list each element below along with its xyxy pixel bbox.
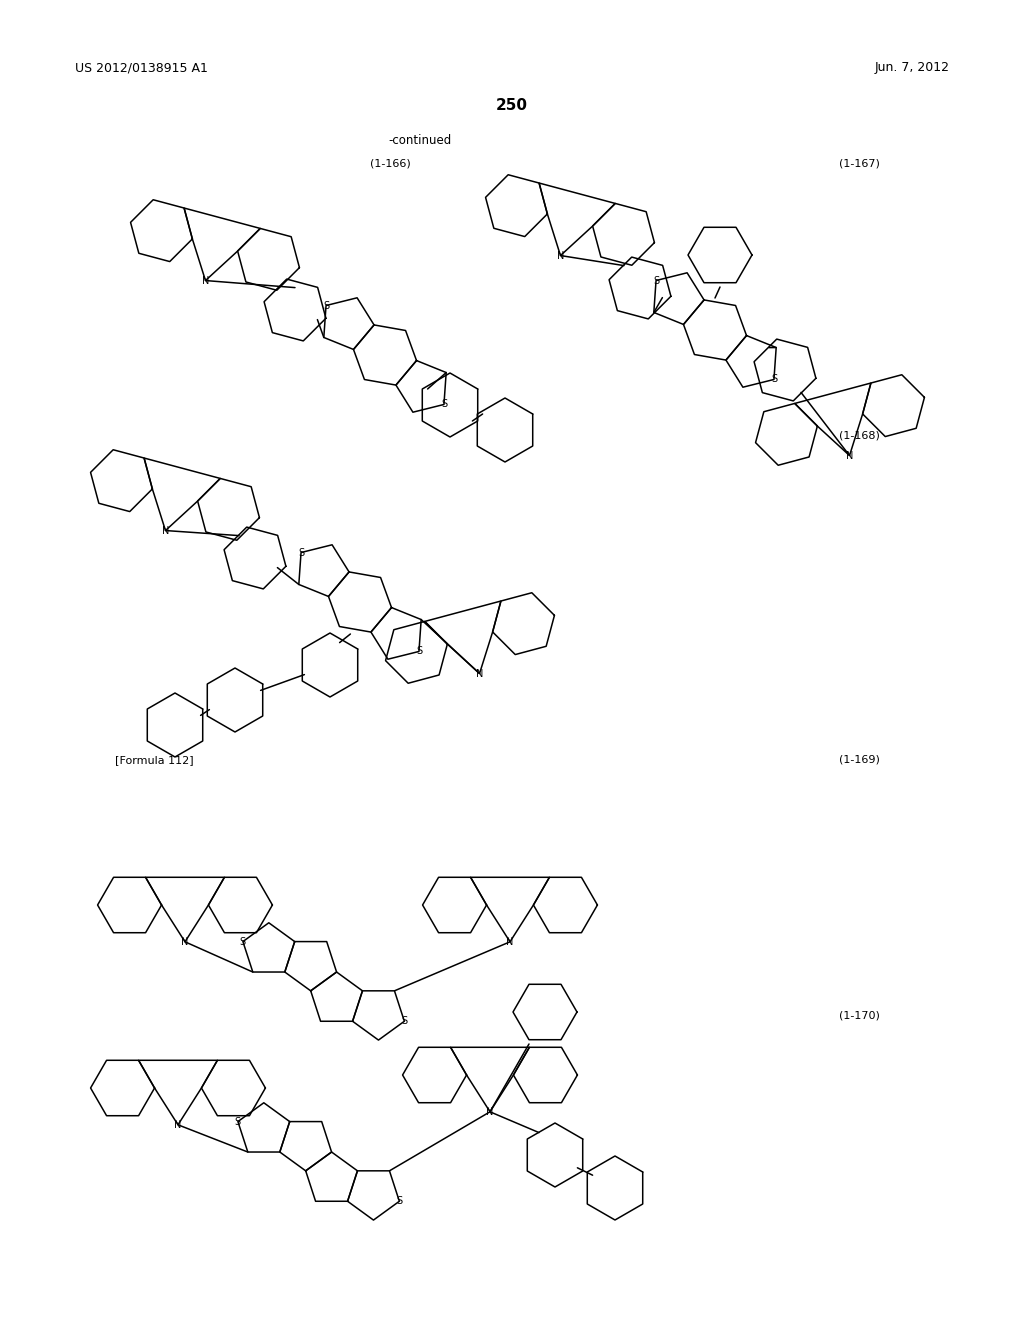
Text: N: N <box>162 525 169 536</box>
Text: N: N <box>476 668 483 678</box>
Text: (1-168): (1-168) <box>839 430 880 440</box>
Text: Jun. 7, 2012: Jun. 7, 2012 <box>874 62 950 74</box>
Text: S: S <box>298 548 304 557</box>
Text: N: N <box>202 276 209 285</box>
Text: S: S <box>771 375 777 384</box>
Text: US 2012/0138915 A1: US 2012/0138915 A1 <box>75 62 208 74</box>
Text: S: S <box>396 1196 402 1206</box>
Text: N: N <box>181 937 188 946</box>
Text: (1-170): (1-170) <box>839 1010 880 1020</box>
Text: 250: 250 <box>496 98 528 112</box>
Text: N: N <box>557 251 564 260</box>
Text: (1-167): (1-167) <box>839 158 880 168</box>
Text: S: S <box>240 937 246 946</box>
Text: [Formula 112]: [Formula 112] <box>115 755 194 766</box>
Text: S: S <box>441 400 447 409</box>
Text: N: N <box>506 937 514 946</box>
Text: S: S <box>653 276 659 285</box>
Text: (1-169): (1-169) <box>839 755 880 766</box>
Text: S: S <box>416 647 422 656</box>
Text: N: N <box>486 1106 494 1117</box>
Text: S: S <box>234 1117 241 1126</box>
Text: N: N <box>846 450 853 461</box>
Text: (1-166): (1-166) <box>370 158 411 168</box>
Text: S: S <box>401 1016 408 1026</box>
Text: -continued: -continued <box>388 133 452 147</box>
Text: N: N <box>174 1119 181 1130</box>
Text: S: S <box>323 301 329 310</box>
